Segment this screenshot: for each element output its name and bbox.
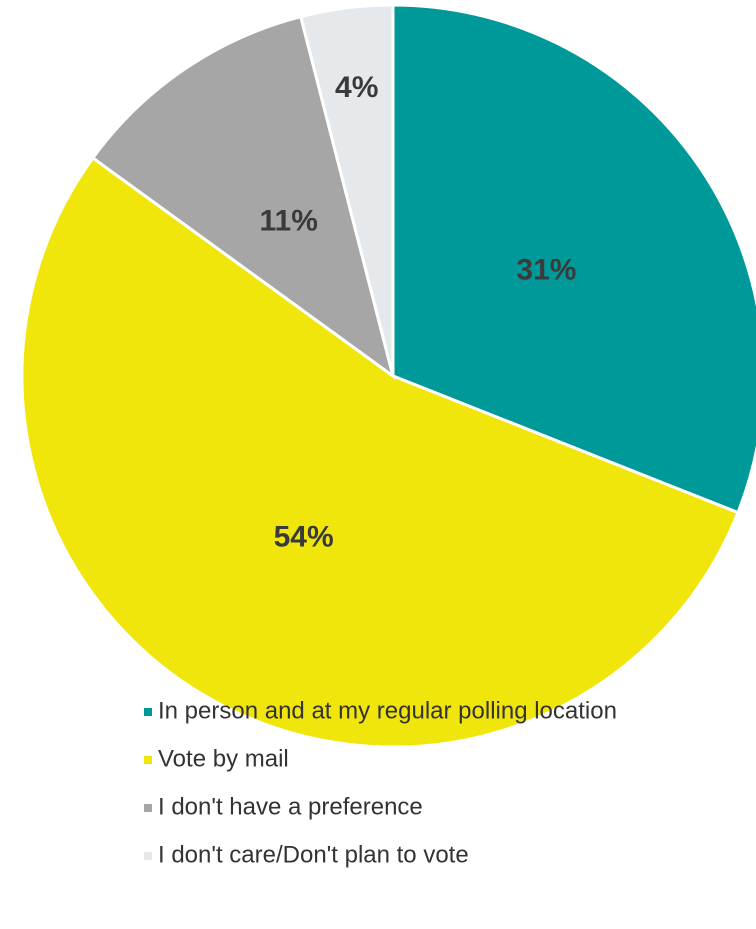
data-label: 54% (274, 520, 334, 553)
legend-swatch (144, 756, 152, 764)
pie-slice (90, 14, 396, 380)
pie-slice (298, 3, 395, 377)
pie-slice (391, 3, 756, 515)
pie-slice (20, 155, 740, 749)
legend-swatch (144, 804, 152, 812)
data-label: 31% (516, 254, 576, 287)
legend-label: Vote by mail (158, 745, 289, 772)
legend-label: I don't care/Don't plan to vote (158, 841, 469, 868)
legend-swatch (144, 708, 152, 716)
data-label: 11% (260, 204, 318, 237)
legend-label: In person and at my regular polling loca… (158, 697, 617, 724)
legend-label: I don't have a preference (158, 793, 423, 820)
data-label: 4% (335, 71, 378, 104)
legend-swatch (144, 852, 152, 860)
